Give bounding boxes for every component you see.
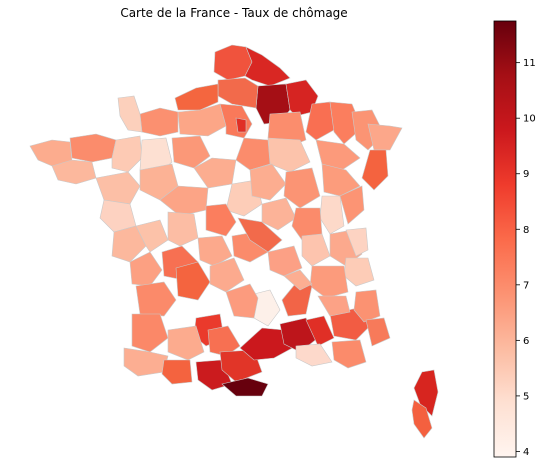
colorbar-tick-label: 8 [523, 225, 529, 236]
department-region [139, 107, 179, 137]
department-region [367, 123, 403, 151]
department-region [305, 315, 335, 347]
department-region [317, 295, 351, 317]
department-region [365, 317, 391, 347]
department-region [331, 339, 367, 369]
department-region [413, 369, 439, 417]
department-region [315, 139, 361, 171]
department-region [339, 185, 365, 225]
department-region [283, 167, 321, 209]
department-region [197, 235, 233, 267]
france-map [29, 44, 439, 439]
department-region [283, 269, 313, 291]
department-region [209, 257, 245, 293]
department-region [161, 359, 193, 385]
department-region [167, 211, 199, 247]
department-region [305, 101, 335, 141]
colorbar-tick-label: 9 [523, 169, 529, 180]
department-region [221, 377, 269, 397]
department-region [267, 245, 303, 277]
department-region [237, 217, 283, 253]
department-region [129, 251, 163, 287]
department-region [361, 149, 389, 191]
department-region [319, 195, 345, 235]
department-region [219, 103, 253, 139]
department-region [131, 313, 169, 353]
department-region [235, 137, 271, 171]
department-region [225, 283, 259, 319]
department-region [95, 171, 141, 205]
department-region [175, 261, 211, 301]
department-region [343, 257, 375, 287]
colorbar-tick-label: 4 [523, 447, 529, 458]
department-region [135, 281, 177, 317]
department-region [321, 163, 361, 197]
department-region [193, 157, 237, 189]
department-region [117, 95, 143, 133]
department-region [301, 233, 331, 267]
map-title: Carte de la France - Taux de chômage [120, 6, 347, 20]
department-region [167, 325, 205, 361]
department-region [69, 133, 117, 163]
colorbar-tick-label: 10 [523, 114, 536, 125]
department-region [244, 46, 291, 87]
department-region [123, 347, 169, 377]
department-region [295, 343, 333, 367]
department-region [309, 265, 349, 299]
department-region [205, 203, 237, 237]
department-region [353, 289, 381, 323]
colorbar-gradient [493, 20, 517, 458]
department-region [235, 117, 247, 133]
department-region [345, 227, 369, 257]
colorbar-tick-label: 11 [523, 58, 536, 69]
colorbar-tick-label: 5 [523, 391, 529, 402]
department-region [111, 135, 143, 173]
department-region [217, 77, 259, 109]
department-region [174, 83, 219, 111]
department-region [261, 197, 297, 231]
department-region [253, 289, 281, 327]
department-region [171, 135, 211, 169]
department-region [111, 225, 147, 263]
department-region [411, 399, 433, 439]
colorbar-tick-label: 7 [523, 280, 529, 291]
colorbar-tick-label: 6 [523, 336, 529, 347]
department-region [249, 163, 287, 201]
department-region [135, 219, 169, 253]
colorbar: 4 5 6 7 8 9 10 11 [493, 20, 536, 458]
